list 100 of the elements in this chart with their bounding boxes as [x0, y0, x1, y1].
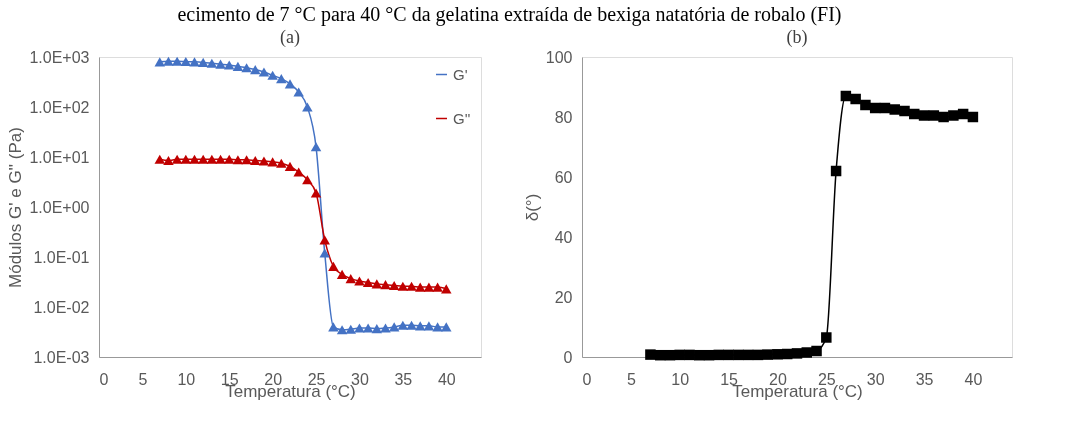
- y-tick-label: 1.0E-02: [33, 298, 90, 316]
- point: [781, 348, 793, 360]
- point: [354, 276, 365, 286]
- point: [406, 320, 417, 330]
- x-tick-label: 40: [964, 370, 983, 388]
- y-tick-label: 1.0E+03: [29, 48, 90, 66]
- point: [310, 188, 322, 198]
- point: [830, 165, 842, 177]
- point: [918, 110, 930, 121]
- point: [189, 154, 200, 164]
- y-tick-label: 1.0E-01: [33, 248, 90, 266]
- point: [258, 67, 270, 77]
- point: [206, 58, 218, 68]
- x-tick-label: 30: [866, 370, 885, 388]
- point: [223, 154, 235, 164]
- point: [860, 99, 871, 111]
- point: [821, 332, 832, 343]
- x-tick-label: 0: [99, 370, 109, 388]
- point: [674, 349, 685, 361]
- point: [163, 56, 174, 66]
- point: [302, 175, 313, 185]
- point: [928, 110, 940, 121]
- point: [206, 154, 218, 164]
- point: [869, 102, 881, 114]
- point: [319, 248, 330, 258]
- point: [241, 155, 252, 165]
- point: [362, 323, 374, 333]
- x-tick-label: 10: [671, 370, 690, 388]
- point: [791, 348, 803, 359]
- y-tick-label: 20: [554, 288, 573, 306]
- point: [180, 154, 192, 164]
- x-tick-label: 35: [915, 370, 934, 388]
- point: [811, 345, 822, 357]
- point: [250, 65, 261, 75]
- point: [967, 111, 979, 123]
- y-tick-label: 60: [554, 168, 573, 186]
- point: [215, 154, 226, 164]
- y-tick-label: 1.0E-03: [33, 348, 90, 366]
- point: [276, 74, 287, 84]
- point: [957, 108, 969, 120]
- point: [171, 154, 183, 164]
- point: [432, 322, 443, 332]
- point: [406, 281, 417, 291]
- x-tick-label: 5: [626, 370, 636, 388]
- y-tick-label: 1.0E+01: [29, 148, 90, 166]
- point: [345, 324, 357, 334]
- point: [276, 158, 287, 168]
- point: [801, 347, 813, 358]
- point: [336, 325, 348, 335]
- point: [328, 261, 339, 271]
- point: [189, 57, 200, 67]
- point: [397, 320, 409, 330]
- y-tick-label: 1.0E+00: [29, 198, 90, 216]
- x-tick-label: 25: [817, 370, 836, 388]
- point: [723, 349, 734, 361]
- point: [850, 93, 861, 105]
- point: [154, 154, 166, 164]
- point: [215, 59, 226, 69]
- point: [354, 323, 365, 333]
- point: [889, 104, 900, 115]
- point: [284, 79, 296, 89]
- point: [232, 61, 244, 71]
- point: [171, 56, 183, 66]
- point: [371, 324, 383, 334]
- point: [336, 269, 348, 279]
- point: [423, 282, 435, 292]
- y-tick-label: 80: [554, 108, 573, 126]
- point: [909, 108, 920, 120]
- point: [250, 155, 261, 166]
- chart-subtitle: ecimento de 7 °C para 40 °C da gelatina extraída de bexiga natatória de robalo (FI): [177, 2, 842, 26]
- point: [197, 57, 209, 67]
- chart-title: (b): [786, 27, 808, 48]
- point: [694, 349, 705, 361]
- point: [284, 161, 296, 171]
- point: [293, 167, 304, 177]
- y-tick-label: 40: [554, 228, 573, 246]
- y-tick-label: 0: [563, 348, 573, 366]
- point: [267, 157, 278, 167]
- point: [380, 280, 391, 290]
- point: [258, 156, 270, 166]
- point: [948, 110, 959, 121]
- x-tick-label: 0: [582, 370, 592, 388]
- legend-label: G'': [453, 109, 471, 127]
- point: [310, 142, 322, 152]
- point: [163, 155, 174, 166]
- x-tick-label: 20: [769, 370, 787, 388]
- point: [684, 349, 695, 361]
- point: [267, 70, 278, 80]
- point: [345, 274, 357, 284]
- point: [432, 282, 443, 292]
- x-tick-label: 40: [437, 370, 456, 388]
- x-tick-label: 25: [307, 370, 326, 388]
- legend-label: G': [453, 65, 468, 83]
- point: [319, 235, 330, 245]
- x-tick-label: 35: [394, 370, 413, 388]
- point: [388, 280, 400, 290]
- point: [414, 282, 426, 292]
- point: [762, 349, 773, 360]
- point: [899, 105, 910, 117]
- point: [772, 349, 783, 360]
